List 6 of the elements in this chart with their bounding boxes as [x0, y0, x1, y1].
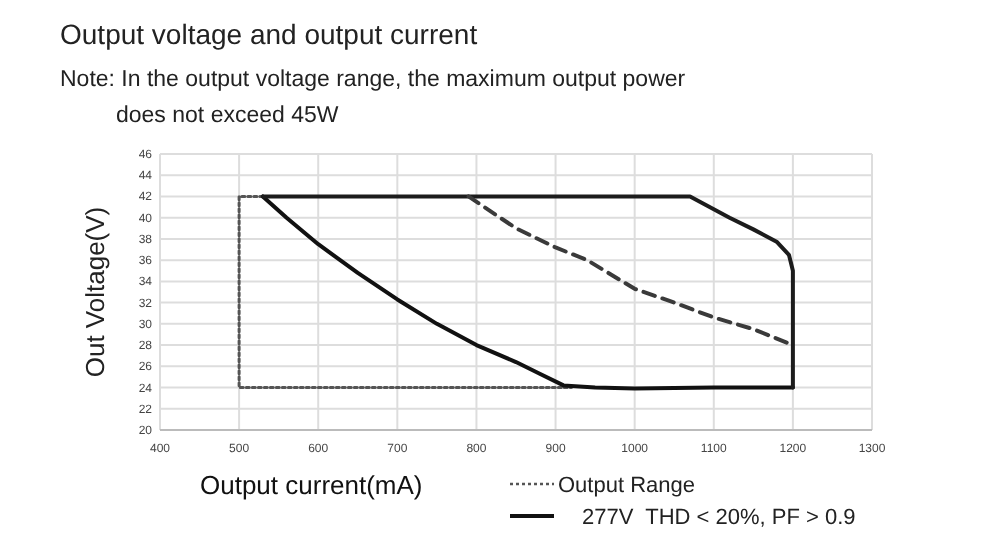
x-axis-title: Output current(mA)	[200, 470, 423, 500]
y-axis-title: Out Voltage(V)	[80, 206, 110, 378]
chart-title: Output voltage and output current	[60, 18, 478, 50]
legend-label: 277V THD < 20%, PF > 0.9	[582, 506, 856, 530]
text: Note: In the output voltage range, the maximum output power does not exceed 45W	[60, 68, 686, 128]
legend-label: Output Range	[558, 474, 695, 498]
